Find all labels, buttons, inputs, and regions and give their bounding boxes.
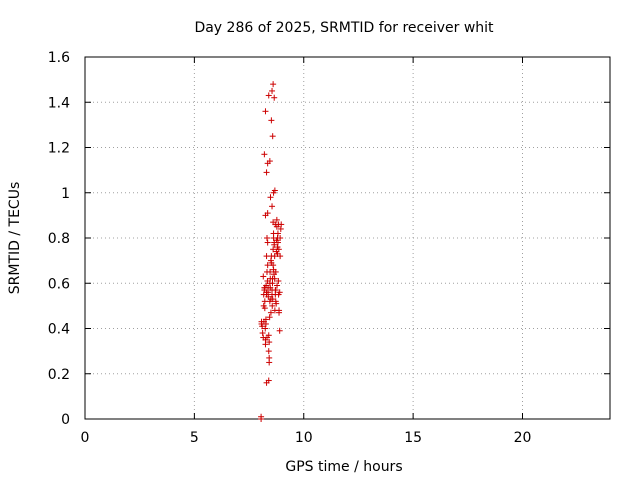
data-point — [275, 246, 282, 253]
data-point — [261, 151, 268, 158]
y-tick-label: 1.2 — [48, 141, 70, 157]
data-point — [274, 239, 281, 246]
data-point — [267, 309, 274, 316]
data-point — [271, 187, 278, 194]
y-tick-label: 1.6 — [48, 50, 70, 66]
data-point — [261, 298, 268, 305]
y-tick-label: 0.6 — [48, 276, 70, 292]
data-point — [265, 92, 272, 99]
data-point — [271, 307, 278, 314]
data-point — [263, 289, 270, 296]
plot-frame — [84, 56, 611, 420]
data-point — [274, 250, 281, 257]
data-points — [258, 81, 285, 422]
data-point — [264, 262, 271, 269]
x-tick-label: 0 — [81, 430, 90, 446]
data-point — [269, 133, 276, 140]
y-tick-label: 0.8 — [48, 231, 70, 247]
data-point — [265, 293, 272, 300]
data-point — [262, 325, 269, 332]
grid-lines — [85, 57, 610, 419]
data-point — [269, 87, 276, 94]
x-axis-label: GPS time / hours — [285, 459, 402, 475]
y-tick-label: 0.4 — [48, 322, 70, 338]
data-point — [278, 221, 285, 228]
data-point — [266, 359, 273, 366]
data-point — [265, 348, 272, 355]
data-point — [266, 158, 273, 165]
data-point — [272, 221, 279, 228]
data-point — [273, 216, 280, 223]
data-point — [264, 235, 270, 241]
data-point — [262, 341, 269, 348]
data-point — [263, 169, 270, 176]
y-tick-label: 0.2 — [48, 367, 70, 383]
data-point — [268, 117, 275, 124]
data-point — [276, 327, 283, 334]
data-point — [271, 271, 277, 278]
data-point — [273, 300, 280, 307]
data-point — [272, 287, 279, 294]
data-point — [260, 318, 267, 325]
data-point — [259, 323, 266, 330]
data-point — [266, 339, 273, 346]
data-point — [270, 81, 277, 88]
y-tick-label: 1.4 — [48, 95, 70, 111]
data-point — [264, 334, 270, 341]
data-point — [267, 268, 274, 275]
data-point — [266, 314, 273, 321]
data-point — [262, 108, 269, 115]
data-point — [275, 277, 282, 284]
data-point — [269, 302, 276, 309]
data-point — [271, 94, 278, 101]
data-point — [264, 239, 271, 246]
data-point — [261, 305, 268, 312]
data-point — [269, 296, 276, 303]
data-point — [269, 203, 276, 210]
data-point — [263, 282, 270, 289]
data-point — [267, 194, 274, 201]
data-point — [276, 289, 283, 296]
x-tick-label: 20 — [514, 430, 532, 446]
chart-title: Day 286 of 2025, SRMTID for receiver whi… — [194, 20, 494, 36]
x-tick-label: 10 — [295, 430, 313, 446]
x-tick-label: 5 — [190, 430, 199, 446]
data-point — [274, 282, 281, 289]
data-point — [259, 330, 266, 337]
data-point — [264, 210, 271, 217]
data-point — [264, 277, 271, 284]
data-point — [265, 377, 272, 384]
x-tick-label: 15 — [404, 430, 422, 446]
data-point — [260, 273, 267, 280]
data-point — [271, 275, 278, 282]
y-tick-label: 1 — [61, 186, 70, 202]
axis-ticks: 0 0.2 0.4 0.6 0.8 1 1.2 1.4 1.6 0 5 10 15 20 — [48, 50, 610, 446]
y-axis-label: SRMTID / TECUs — [7, 182, 23, 295]
data-point — [274, 230, 281, 237]
y-tick-label: 0 — [61, 412, 70, 428]
data-point — [270, 246, 277, 253]
data-point — [258, 413, 265, 420]
data-point — [277, 235, 284, 241]
